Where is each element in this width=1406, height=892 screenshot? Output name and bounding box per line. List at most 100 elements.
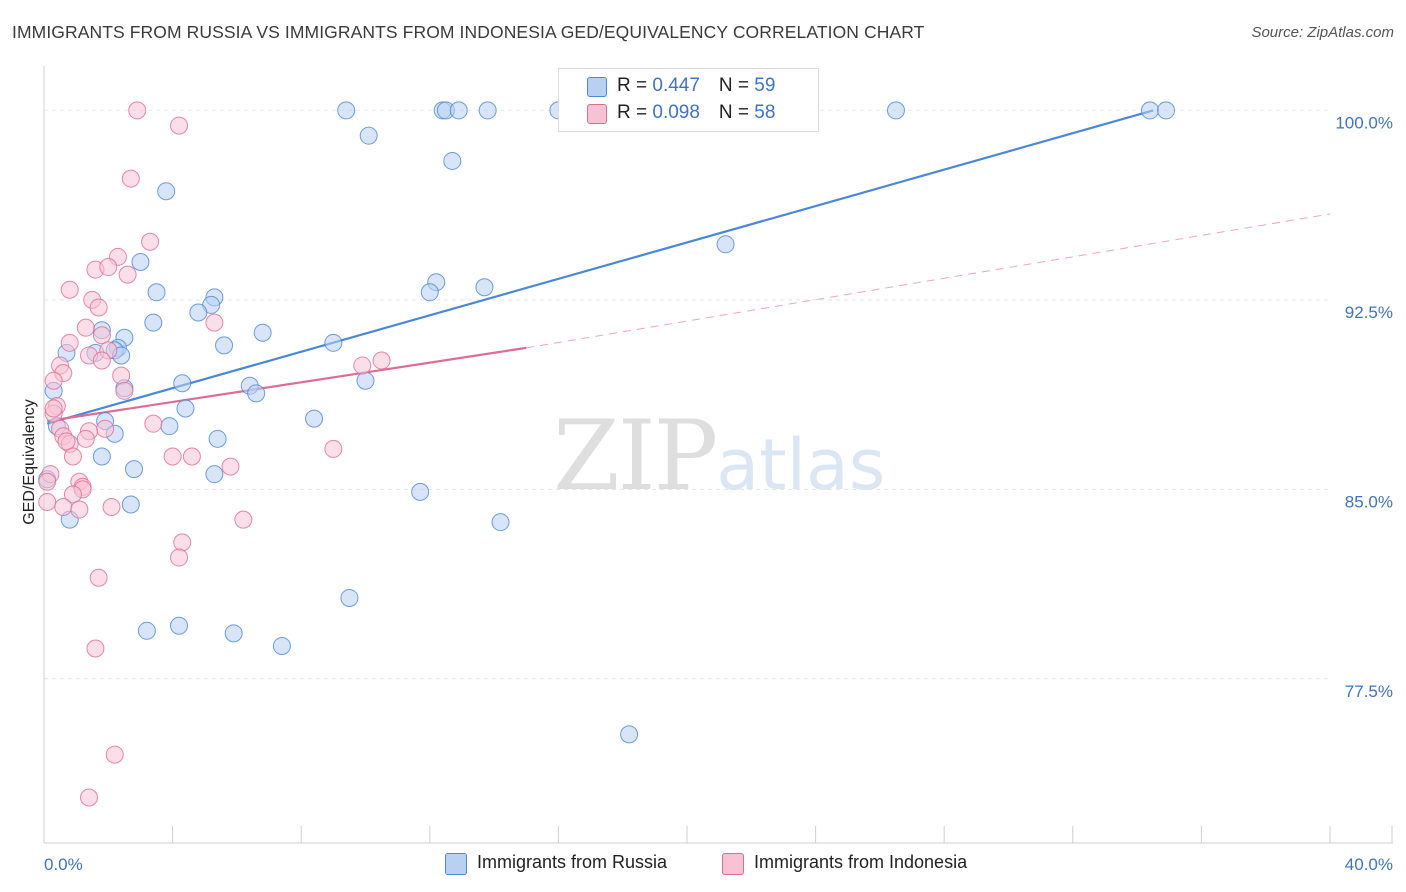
y-axis-label: GED/Equivalency <box>21 399 38 524</box>
indonesia-point <box>118 265 137 284</box>
y-tick-label: 77.5% <box>1345 682 1393 701</box>
indonesia-point <box>112 366 131 385</box>
indonesia-point <box>57 432 76 451</box>
russia-point <box>176 399 195 418</box>
russia-point <box>205 465 224 484</box>
watermark: ZIPatlas <box>553 400 885 512</box>
indonesia-point <box>80 788 99 807</box>
indonesia-point <box>144 414 163 433</box>
x-tick-label: 40.0% <box>1345 855 1393 874</box>
russia-point <box>157 182 176 201</box>
russia-point <box>92 447 111 466</box>
russia-point <box>272 636 291 655</box>
russia-point <box>144 313 163 332</box>
indonesia-point <box>92 326 111 345</box>
indonesia-point <box>353 356 372 375</box>
indonesia-point <box>205 313 224 332</box>
bottom-legend-label-russia: Immigrants from Russia <box>477 852 668 872</box>
indonesia-point <box>141 232 160 251</box>
russia-point <box>253 323 272 342</box>
russia-point <box>337 101 356 120</box>
indonesia-point <box>92 351 111 370</box>
russia-point <box>121 495 140 514</box>
legend-swatch-russia <box>587 77 607 97</box>
indonesia-point <box>38 492 57 511</box>
russia-point <box>449 101 468 120</box>
indonesia-point <box>372 351 391 370</box>
indonesia-trend-line-extension <box>526 213 1331 349</box>
russia-point <box>137 621 156 640</box>
tick-labels: 77.5% 85.0% 92.5% 100.0% 0.0% 40.0% <box>44 113 1393 874</box>
russia-point <box>359 126 378 145</box>
russia-point <box>324 333 343 352</box>
legend-r-label: R = <box>617 75 653 96</box>
indonesia-point <box>221 457 240 476</box>
legend-n-value-indonesia: 58 <box>754 102 776 123</box>
russia-point <box>208 429 227 448</box>
indonesia-point <box>102 498 121 517</box>
y-tick-label: 100.0% <box>1335 113 1393 132</box>
y-tick-label: 85.0% <box>1345 492 1393 511</box>
indonesia-point <box>182 447 201 466</box>
indonesia-point <box>96 419 115 438</box>
indonesia-point <box>54 498 73 517</box>
chart-title: IMMIGRANTS FROM RUSSIA VS IMMIGRANTS FRO… <box>12 22 925 42</box>
data-points <box>38 101 1176 807</box>
indonesia-point <box>76 318 95 337</box>
axes <box>43 66 1393 844</box>
indonesia-point <box>324 439 343 458</box>
watermark-atlas: atlas <box>716 424 886 506</box>
bottom-legend-label-indonesia: Immigrants from Indonesia <box>754 852 968 872</box>
trend-lines <box>46 109 1331 425</box>
russia-point <box>620 725 639 744</box>
russia-point <box>247 384 266 403</box>
indonesia-point <box>99 258 118 277</box>
russia-point <box>131 252 150 271</box>
russia-point <box>305 409 324 428</box>
watermark-zip: ZIP <box>553 400 718 512</box>
russia-point <box>147 283 166 302</box>
y-tick-label: 92.5% <box>1345 303 1393 322</box>
russia-point <box>1157 101 1176 120</box>
russia-point <box>478 101 497 120</box>
russia-point <box>224 624 243 643</box>
legend-r-value-russia: 0.447 <box>652 75 700 96</box>
russia-point <box>215 336 234 355</box>
indonesia-point <box>76 429 95 448</box>
russia-point <box>411 482 430 501</box>
legend-r-value-indonesia: 0.098 <box>652 102 700 123</box>
indonesia-point <box>163 447 182 466</box>
legend-n-value-russia: 59 <box>754 75 776 96</box>
indonesia-point <box>86 639 105 658</box>
russia-point <box>170 616 189 635</box>
legend-r-label: R = <box>617 102 653 123</box>
russia-point <box>886 101 905 120</box>
russia-point <box>356 371 375 390</box>
indonesia-point <box>234 510 253 529</box>
indonesia-point <box>44 399 63 418</box>
indonesia-point <box>121 169 140 188</box>
indonesia-point <box>128 101 147 120</box>
indonesia-point <box>63 485 82 504</box>
indonesia-point <box>63 447 82 466</box>
russia-point <box>173 374 192 393</box>
indonesia-point <box>60 280 79 299</box>
legend-swatch-indonesia <box>587 104 607 124</box>
russia-point <box>475 278 494 297</box>
indonesia-point <box>170 116 189 135</box>
russia-point <box>340 588 359 607</box>
source-label: Source: ZipAtlas.com <box>1251 24 1394 41</box>
indonesia-point <box>60 333 79 352</box>
bottom-legend-swatch-russia <box>445 853 467 875</box>
russia-point <box>189 303 208 322</box>
indonesia-point <box>70 500 89 519</box>
bottom-legend-swatch-indonesia <box>722 853 744 875</box>
x-tick-label: 0.0% <box>44 855 83 874</box>
indonesia-point <box>89 298 108 317</box>
russia-point <box>491 513 510 532</box>
legend-n-label: N = <box>718 102 755 123</box>
indonesia-point <box>89 568 108 587</box>
indonesia-point <box>170 548 189 567</box>
russia-point <box>420 283 439 302</box>
